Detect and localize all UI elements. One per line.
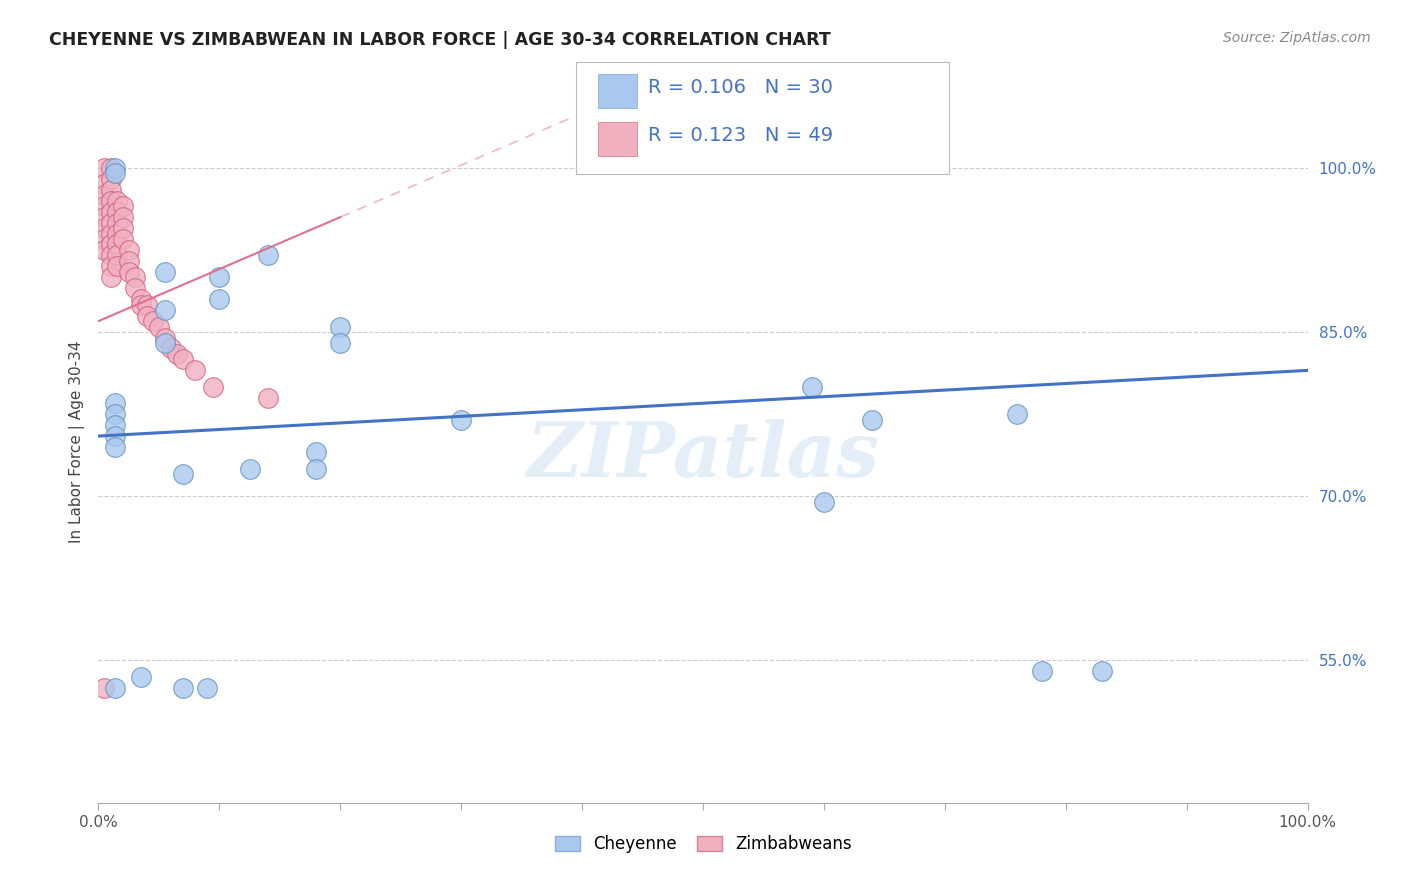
Text: R = 0.106   N = 30: R = 0.106 N = 30	[648, 78, 832, 96]
Point	[93, 210, 115, 224]
Point	[105, 216, 128, 230]
Point	[329, 319, 352, 334]
Point	[100, 237, 122, 252]
Text: ZIPatlas: ZIPatlas	[526, 419, 880, 493]
Point	[1031, 665, 1053, 679]
Point	[111, 210, 134, 224]
Point	[93, 178, 115, 192]
Point	[105, 204, 128, 219]
Point	[129, 670, 152, 684]
Point	[305, 462, 328, 476]
Legend: Cheyenne, Zimbabweans: Cheyenne, Zimbabweans	[548, 828, 858, 860]
Point	[104, 166, 127, 180]
Point	[105, 248, 128, 262]
Point	[153, 330, 176, 344]
Point	[860, 412, 883, 426]
Point	[100, 204, 122, 219]
Point	[800, 380, 823, 394]
Point	[104, 681, 127, 695]
Point	[104, 418, 127, 433]
Text: CHEYENNE VS ZIMBABWEAN IN LABOR FORCE | AGE 30-34 CORRELATION CHART: CHEYENNE VS ZIMBABWEAN IN LABOR FORCE | …	[49, 31, 831, 49]
Text: Source: ZipAtlas.com: Source: ZipAtlas.com	[1223, 31, 1371, 45]
Point	[104, 407, 127, 421]
Point	[1091, 665, 1114, 679]
Point	[1007, 407, 1029, 421]
Point	[118, 265, 141, 279]
Point	[93, 161, 115, 175]
Point	[93, 199, 115, 213]
Point	[93, 243, 115, 257]
Point	[100, 227, 122, 241]
Point	[208, 270, 231, 285]
Point	[142, 314, 165, 328]
Point	[100, 248, 122, 262]
Point	[172, 352, 194, 367]
Point	[153, 303, 176, 318]
Point	[111, 199, 134, 213]
Point	[100, 194, 122, 208]
Point	[153, 265, 176, 279]
Point	[153, 336, 176, 351]
Point	[305, 445, 328, 459]
Point	[93, 681, 115, 695]
Point	[813, 494, 835, 508]
Point	[129, 298, 152, 312]
Point	[208, 292, 231, 306]
Y-axis label: In Labor Force | Age 30-34: In Labor Force | Age 30-34	[69, 340, 84, 543]
Point	[93, 221, 115, 235]
Text: R = 0.123   N = 49: R = 0.123 N = 49	[648, 126, 834, 145]
Point	[111, 221, 134, 235]
Point	[129, 292, 152, 306]
Point	[100, 260, 122, 274]
Point	[202, 380, 225, 394]
Point	[256, 391, 278, 405]
Point	[148, 319, 170, 334]
Point	[105, 237, 128, 252]
Point	[166, 347, 188, 361]
Point	[111, 232, 134, 246]
Point	[104, 429, 127, 443]
Point	[104, 396, 127, 410]
Point	[172, 681, 194, 695]
Point	[450, 412, 472, 426]
Point	[100, 183, 122, 197]
Point	[93, 188, 115, 202]
Point	[135, 298, 157, 312]
Point	[124, 270, 146, 285]
Point	[105, 260, 128, 274]
Point	[118, 253, 141, 268]
Point	[195, 681, 218, 695]
Point	[100, 161, 122, 175]
Point	[135, 309, 157, 323]
Point	[100, 270, 122, 285]
Point	[104, 161, 127, 175]
Point	[100, 171, 122, 186]
Point	[105, 194, 128, 208]
Point	[93, 232, 115, 246]
Point	[184, 363, 207, 377]
Point	[172, 467, 194, 482]
Point	[100, 216, 122, 230]
Point	[256, 248, 278, 262]
Point	[105, 227, 128, 241]
Point	[329, 336, 352, 351]
Point	[104, 440, 127, 454]
Point	[124, 281, 146, 295]
Point	[160, 342, 183, 356]
Point	[239, 462, 262, 476]
Point	[118, 243, 141, 257]
